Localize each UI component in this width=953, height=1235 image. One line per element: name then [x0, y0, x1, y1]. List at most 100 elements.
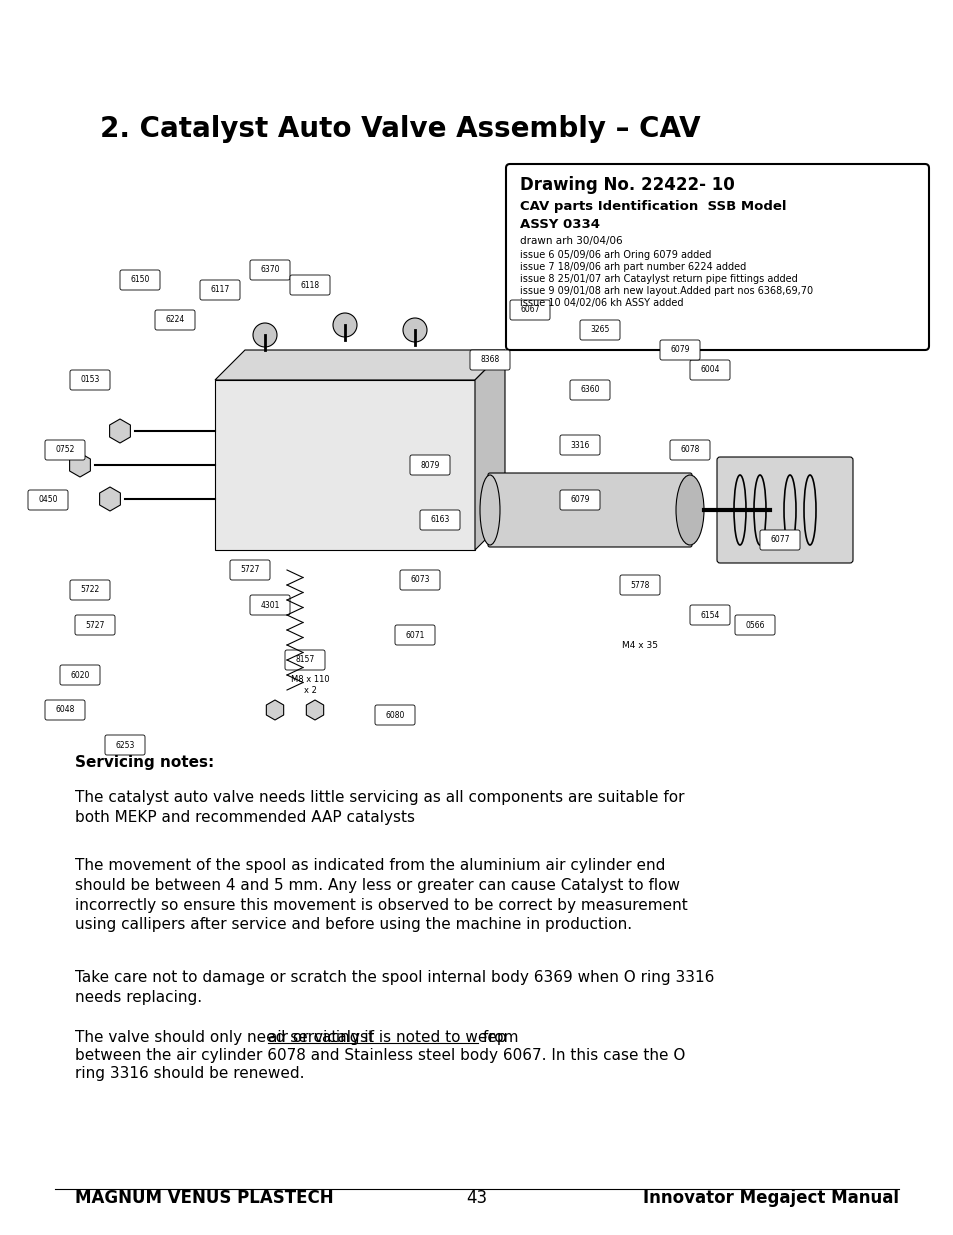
FancyBboxPatch shape	[559, 490, 599, 510]
FancyBboxPatch shape	[250, 595, 290, 615]
Text: between the air cylinder 6078 and Stainless steel body 6067. In this case the O: between the air cylinder 6078 and Stainl…	[75, 1049, 684, 1063]
Text: 0450: 0450	[38, 495, 58, 505]
Text: Servicing notes:: Servicing notes:	[75, 755, 214, 769]
Text: 6118: 6118	[300, 280, 319, 289]
Text: 6163: 6163	[430, 515, 449, 525]
Text: issue 9 09/01/08 arh new layout.Added part nos 6368,69,70: issue 9 09/01/08 arh new layout.Added pa…	[519, 287, 812, 296]
FancyBboxPatch shape	[250, 261, 290, 280]
FancyBboxPatch shape	[200, 280, 240, 300]
Text: 6048: 6048	[55, 705, 74, 715]
Circle shape	[253, 324, 276, 347]
Text: MAGNUM VENUS PLASTECH: MAGNUM VENUS PLASTECH	[75, 1189, 334, 1207]
FancyBboxPatch shape	[290, 275, 330, 295]
FancyBboxPatch shape	[510, 300, 550, 320]
FancyBboxPatch shape	[419, 510, 459, 530]
Text: 8368: 8368	[480, 356, 499, 364]
Text: issue 6 05/09/06 arh Oring 6079 added: issue 6 05/09/06 arh Oring 6079 added	[519, 249, 711, 261]
FancyBboxPatch shape	[505, 164, 928, 350]
FancyBboxPatch shape	[569, 380, 609, 400]
FancyBboxPatch shape	[689, 605, 729, 625]
Text: 0752: 0752	[55, 446, 74, 454]
Text: 43: 43	[466, 1189, 487, 1207]
Text: 6370: 6370	[260, 266, 279, 274]
Text: CAV parts Identification  SSB Model: CAV parts Identification SSB Model	[519, 200, 785, 212]
Text: 6117: 6117	[211, 285, 230, 294]
FancyBboxPatch shape	[669, 440, 709, 459]
Text: The movement of the spool as indicated from the aluminium air cylinder end
shoul: The movement of the spool as indicated f…	[75, 858, 687, 932]
Text: 6080: 6080	[385, 710, 404, 720]
Text: 2. Catalyst Auto Valve Assembly – CAV: 2. Catalyst Auto Valve Assembly – CAV	[100, 115, 700, 143]
Text: 6224: 6224	[165, 315, 185, 325]
Text: 5727: 5727	[240, 566, 259, 574]
Text: issue 10 04/02/06 kh ASSY added: issue 10 04/02/06 kh ASSY added	[519, 298, 682, 308]
FancyBboxPatch shape	[70, 370, 110, 390]
FancyBboxPatch shape	[559, 435, 599, 454]
Text: 6004: 6004	[700, 366, 719, 374]
FancyBboxPatch shape	[45, 700, 85, 720]
Text: 5778: 5778	[630, 580, 649, 589]
FancyBboxPatch shape	[395, 625, 435, 645]
Text: 6071: 6071	[405, 631, 424, 640]
Text: Innovator Megaject Manual: Innovator Megaject Manual	[642, 1189, 898, 1207]
FancyBboxPatch shape	[60, 664, 100, 685]
Text: from: from	[477, 1030, 518, 1045]
Text: 6154: 6154	[700, 610, 719, 620]
Text: 8079: 8079	[420, 461, 439, 469]
Text: 6078: 6078	[679, 446, 699, 454]
FancyBboxPatch shape	[75, 615, 115, 635]
Text: The valve should only need servicing if: The valve should only need servicing if	[75, 1030, 378, 1045]
FancyBboxPatch shape	[760, 530, 800, 550]
FancyBboxPatch shape	[28, 490, 68, 510]
Ellipse shape	[676, 475, 703, 545]
Circle shape	[402, 317, 427, 342]
Text: 8157: 8157	[295, 656, 314, 664]
FancyBboxPatch shape	[375, 705, 415, 725]
Text: ASSY 0334: ASSY 0334	[519, 219, 599, 231]
Text: 5727: 5727	[85, 620, 105, 630]
Text: 6253: 6253	[115, 741, 134, 750]
Text: Drawing No. 22422- 10: Drawing No. 22422- 10	[519, 177, 734, 194]
Polygon shape	[475, 350, 504, 550]
Text: 0566: 0566	[744, 620, 764, 630]
Polygon shape	[214, 380, 475, 550]
Text: 6073: 6073	[410, 576, 429, 584]
FancyBboxPatch shape	[230, 559, 270, 580]
Text: The catalyst auto valve needs little servicing as all components are suitable fo: The catalyst auto valve needs little ser…	[75, 790, 684, 825]
Text: 6079: 6079	[570, 495, 589, 505]
FancyBboxPatch shape	[285, 650, 325, 671]
Polygon shape	[214, 350, 504, 380]
FancyBboxPatch shape	[120, 270, 160, 290]
Text: 3265: 3265	[590, 326, 609, 335]
FancyBboxPatch shape	[579, 320, 619, 340]
Text: 5722: 5722	[80, 585, 99, 594]
FancyBboxPatch shape	[619, 576, 659, 595]
FancyBboxPatch shape	[45, 440, 85, 459]
FancyBboxPatch shape	[717, 457, 852, 563]
FancyBboxPatch shape	[659, 340, 700, 359]
FancyBboxPatch shape	[105, 735, 145, 755]
Text: ring 3316 should be renewed.: ring 3316 should be renewed.	[75, 1066, 304, 1081]
FancyBboxPatch shape	[488, 473, 691, 547]
FancyBboxPatch shape	[689, 359, 729, 380]
Text: air or catalyst is noted to weep: air or catalyst is noted to weep	[268, 1030, 506, 1045]
Text: M4 x 35: M4 x 35	[621, 641, 658, 650]
Text: 4301: 4301	[260, 600, 279, 610]
Text: M8 x 110
x 2: M8 x 110 x 2	[291, 676, 329, 695]
Circle shape	[333, 312, 356, 337]
FancyBboxPatch shape	[70, 580, 110, 600]
FancyBboxPatch shape	[470, 350, 510, 370]
FancyBboxPatch shape	[399, 571, 439, 590]
Text: Take care not to damage or scratch the spool internal body 6369 when O ring 3316: Take care not to damage or scratch the s…	[75, 969, 714, 1005]
FancyBboxPatch shape	[734, 615, 774, 635]
Text: 0153: 0153	[80, 375, 99, 384]
Ellipse shape	[479, 475, 499, 545]
Text: issue 7 18/09/06 arh part number 6224 added: issue 7 18/09/06 arh part number 6224 ad…	[519, 262, 745, 272]
Text: 6020: 6020	[71, 671, 90, 679]
Text: 6079: 6079	[670, 346, 689, 354]
Text: 6360: 6360	[579, 385, 599, 394]
Text: 6067: 6067	[519, 305, 539, 315]
Text: 6150: 6150	[131, 275, 150, 284]
Text: 3316: 3316	[570, 441, 589, 450]
FancyBboxPatch shape	[154, 310, 194, 330]
Text: 6077: 6077	[769, 536, 789, 545]
